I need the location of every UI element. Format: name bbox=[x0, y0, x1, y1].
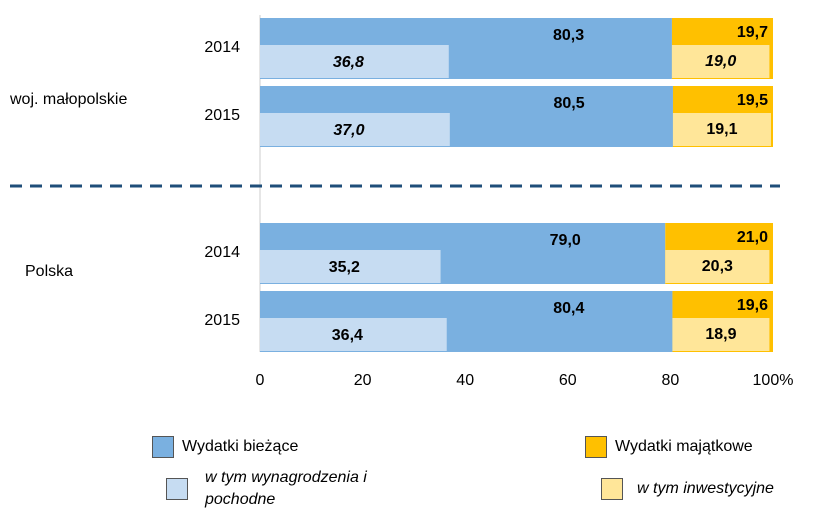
data-label: 19,7 bbox=[737, 24, 768, 41]
bar bbox=[260, 45, 449, 78]
bar bbox=[260, 250, 441, 283]
legend-swatch bbox=[152, 436, 174, 458]
data-label: 35,2 bbox=[329, 259, 360, 276]
bar bbox=[260, 318, 447, 351]
group-label: woj. małopolskie bbox=[9, 91, 127, 108]
bar bbox=[672, 318, 770, 351]
data-label: 36,8 bbox=[333, 54, 364, 71]
y-tick-label: 2014 bbox=[204, 39, 240, 56]
data-label: 18,9 bbox=[705, 326, 736, 343]
x-tick-label: 60 bbox=[559, 372, 577, 389]
plot: 0 20 40 60 80 100% woj. małopolskie Polska 2014 8… bbox=[9, 15, 794, 389]
data-label: 19,5 bbox=[737, 92, 768, 109]
legend-swatch bbox=[601, 478, 623, 500]
bar bbox=[672, 113, 771, 146]
y-tick-label: 2014 bbox=[204, 244, 240, 261]
data-label: 19,0 bbox=[705, 53, 736, 70]
legend-swatch bbox=[166, 478, 188, 500]
data-label: 37,0 bbox=[333, 122, 364, 139]
data-label: 36,4 bbox=[332, 327, 363, 344]
y-tick-label: 2015 bbox=[204, 107, 240, 124]
x-tick-label: 40 bbox=[456, 372, 474, 389]
legend-swatch bbox=[585, 436, 607, 458]
x-tick-label: 0 bbox=[256, 372, 265, 389]
legend-label: w tym inwestycyjne bbox=[637, 480, 774, 497]
data-label: 19,6 bbox=[737, 297, 768, 314]
x-tick-label: 20 bbox=[354, 372, 372, 389]
data-label: 80,4 bbox=[553, 300, 584, 317]
y-tick-label: 2015 bbox=[204, 312, 240, 329]
legend-label: Wydatki bieżące bbox=[182, 438, 299, 455]
bar bbox=[671, 45, 770, 78]
data-label: 19,1 bbox=[706, 121, 737, 138]
data-label: 21,0 bbox=[737, 229, 768, 246]
x-tick-label: 100% bbox=[753, 372, 794, 389]
group-label: Polska bbox=[25, 263, 73, 280]
data-label: 79,0 bbox=[550, 232, 581, 249]
legend-label: Wydatki majątkowe bbox=[615, 438, 753, 455]
bar bbox=[665, 250, 770, 283]
data-label: 20,3 bbox=[702, 258, 733, 275]
x-tick-label: 80 bbox=[662, 372, 680, 389]
legend-label: w tym wynagrodzenia i pochodne bbox=[205, 469, 367, 508]
data-label: 80,3 bbox=[553, 27, 584, 44]
data-label: 80,5 bbox=[554, 95, 585, 112]
bar bbox=[260, 113, 450, 146]
